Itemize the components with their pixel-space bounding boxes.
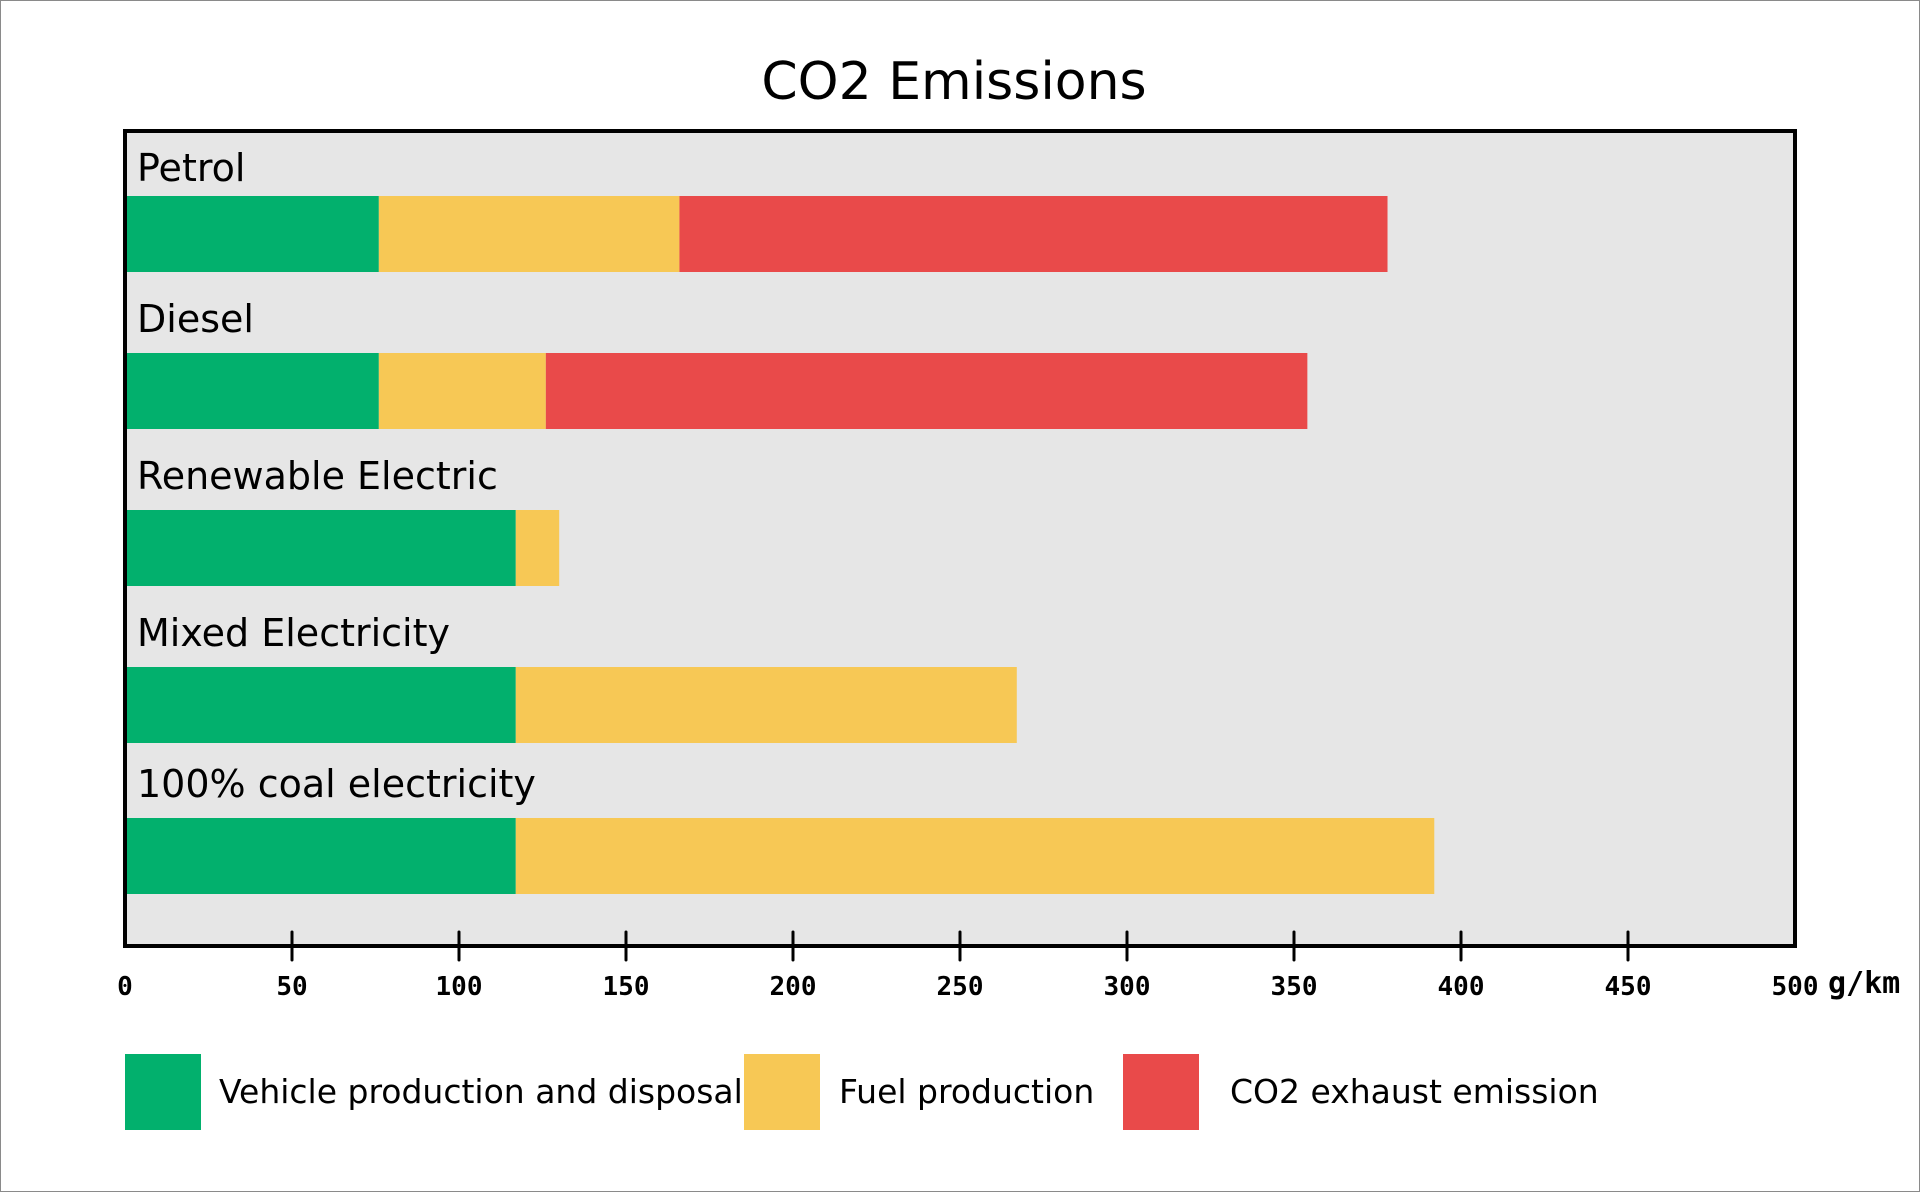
category-label-diesel: Diesel (137, 297, 254, 341)
bar-segment-100-coal-electricity-series-2 (515, 818, 1435, 894)
bar-segment-diesel-series-2 (378, 353, 546, 429)
legend-swatch-exhaust (1123, 1054, 1199, 1130)
legend-label-fuel: Fuel production (839, 1072, 1095, 1111)
category-label-100-coal-electricity: 100% coal electricity (137, 762, 536, 806)
chart-svg: Petrol Diesel Renewable Electric Mixed Elec… (117, 129, 1900, 1002)
x-tick-label-500: 500 (1772, 972, 1819, 1002)
legend-label-exhaust: CO2 exhaust emission (1230, 1072, 1599, 1111)
legend-swatch-fuel (744, 1054, 820, 1130)
x-tick-label-100: 100 (436, 972, 483, 1002)
x-tick-label-450: 450 (1605, 972, 1652, 1002)
legend-swatch-vehicle (125, 1054, 201, 1130)
x-tick-label-300: 300 (1104, 972, 1151, 1002)
x-tick-label-400: 400 (1438, 972, 1485, 1002)
x-axis-unit-label: g/km (1828, 966, 1900, 1001)
bar-segment-mixed-electricity-series-2 (515, 667, 1017, 743)
bar-segment-diesel-series-1 (125, 353, 379, 429)
x-tick-label-150: 150 (603, 972, 650, 1002)
x-tick-label-0: 0 (117, 972, 133, 1002)
chart-title: CO2 Emissions (761, 52, 1147, 112)
bar-segment-mixed-electricity-series-1 (125, 667, 516, 743)
legend: Vehicle production and disposal Fuel pro… (0, 1054, 1920, 1132)
bar-segment-renewable-electric-series-1 (125, 510, 516, 586)
x-tick-label-250: 250 (937, 972, 984, 1002)
legend-label-vehicle: Vehicle production and disposal (219, 1072, 743, 1111)
bar-segment-100-coal-electricity-series-1 (125, 818, 516, 894)
bar-segment-diesel-series-3 (545, 353, 1308, 429)
category-label-renewable-electric: Renewable Electric (137, 454, 498, 498)
bar-segment-renewable-electric-series-2 (515, 510, 560, 586)
bar-segment-petrol-series-3 (679, 196, 1388, 272)
x-tick-label-50: 50 (276, 972, 307, 1002)
category-label-mixed-electricity: Mixed Electricity (137, 611, 450, 655)
x-tick-label-200: 200 (770, 972, 817, 1002)
category-label-petrol: Petrol (137, 146, 245, 190)
bar-segment-petrol-series-2 (378, 196, 680, 272)
bar-segment-petrol-series-1 (125, 196, 379, 272)
x-tick-label-350: 350 (1271, 972, 1318, 1002)
